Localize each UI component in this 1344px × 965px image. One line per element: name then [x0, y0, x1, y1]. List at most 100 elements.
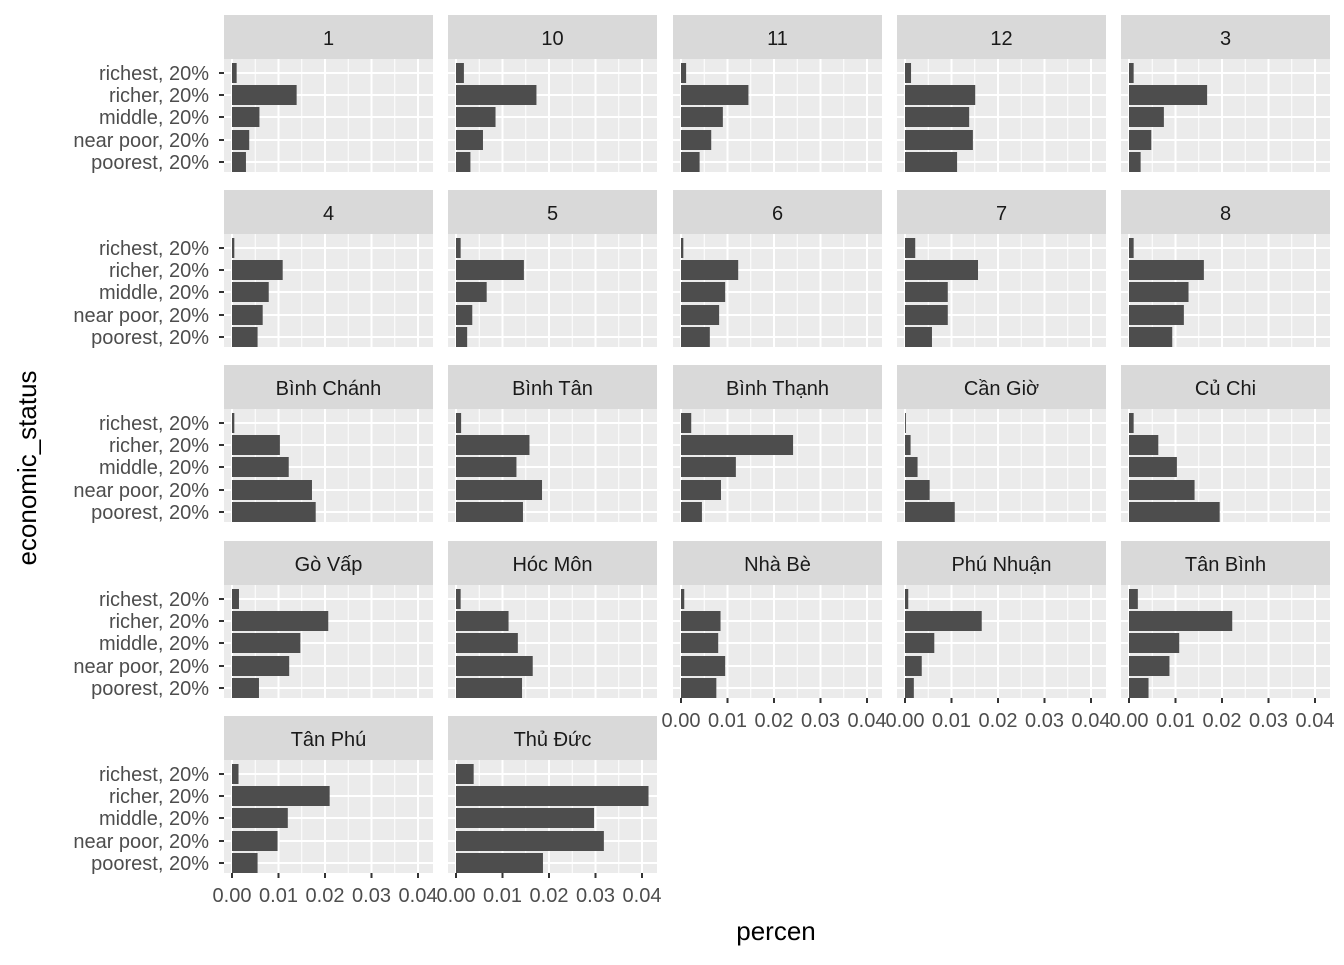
- bar: [905, 480, 930, 500]
- bar: [905, 107, 970, 127]
- x-tick-label: 0.00: [437, 885, 476, 907]
- bar: [456, 305, 473, 325]
- y-tick-label: middle, 20%: [99, 282, 209, 304]
- bar: [456, 678, 523, 698]
- facet-strip: [673, 15, 882, 59]
- y-tick-label: richer, 20%: [109, 786, 209, 808]
- x-tick-label: 0.04: [1072, 710, 1111, 732]
- facet-label: Gò Vấp: [295, 554, 363, 576]
- bar: [232, 413, 235, 433]
- facet-label: Hóc Môn: [512, 554, 592, 576]
- y-tick-label: poorest, 20%: [91, 152, 209, 174]
- y-tick-label: poorest, 20%: [91, 678, 209, 700]
- facet-strip: [448, 15, 657, 59]
- bar: [232, 282, 269, 302]
- facet-strip: [1121, 365, 1330, 409]
- y-tick-label: near poor, 20%: [73, 305, 209, 327]
- bar: [681, 327, 710, 347]
- facet-strip: [673, 190, 882, 234]
- bar: [232, 238, 235, 258]
- y-axis-title: economic_status: [12, 370, 42, 565]
- facet-label: 4: [323, 203, 334, 225]
- bar: [232, 678, 259, 698]
- bar: [456, 63, 464, 83]
- facet-label: Tân Bình: [1185, 554, 1266, 576]
- facet-label: Tân Phú: [291, 729, 367, 751]
- facet-strip: [673, 541, 882, 585]
- x-tick-label: 0.00: [1110, 710, 1149, 732]
- bar: [905, 327, 932, 347]
- facet-strip: [448, 716, 657, 760]
- x-tick-label: 0.02: [530, 885, 569, 907]
- facet-strip: [224, 190, 433, 234]
- facet-strip: [897, 365, 1106, 409]
- x-tick-label: 0.01: [932, 710, 971, 732]
- bar: [905, 502, 955, 522]
- bar: [681, 678, 717, 698]
- bar: [456, 808, 595, 828]
- bar: [1129, 413, 1134, 433]
- x-tick-label: 0.02: [306, 885, 345, 907]
- facet-strip: [1121, 190, 1330, 234]
- bar: [456, 260, 524, 280]
- x-tick-label: 0.03: [801, 710, 840, 732]
- facet-label: Củ Chi: [1195, 378, 1256, 400]
- bar: [456, 457, 517, 477]
- bar: [905, 678, 914, 698]
- x-tick-label: 0.01: [259, 885, 298, 907]
- bar: [232, 808, 288, 828]
- bar: [232, 656, 290, 676]
- facet-strip: [448, 541, 657, 585]
- y-tick-label: richest, 20%: [99, 764, 209, 786]
- x-tick-label: 0.01: [1156, 710, 1195, 732]
- bar: [232, 435, 280, 455]
- y-tick-label: richer, 20%: [109, 260, 209, 282]
- y-tick-label: richest, 20%: [99, 238, 209, 260]
- bar: [905, 238, 916, 258]
- bar: [905, 457, 918, 477]
- y-tick-label: poorest, 20%: [91, 327, 209, 349]
- bar: [1129, 611, 1233, 631]
- bar: [905, 435, 911, 455]
- y-tick-label: richer, 20%: [109, 611, 209, 633]
- bar: [456, 238, 461, 258]
- bar: [681, 435, 794, 455]
- facet-label: 5: [547, 203, 558, 225]
- bar: [681, 107, 723, 127]
- y-tick-label: middle, 20%: [99, 457, 209, 479]
- facet-strip: [224, 541, 433, 585]
- facet-label: 3: [1220, 28, 1231, 50]
- facet-label: Bình Tân: [512, 378, 593, 400]
- y-tick-label: richest, 20%: [99, 413, 209, 435]
- bar: [681, 656, 726, 676]
- bar: [456, 130, 483, 150]
- facet-strip: [448, 365, 657, 409]
- bar: [232, 327, 258, 347]
- x-tick-label: 0.01: [483, 885, 522, 907]
- bar: [1129, 589, 1138, 609]
- bar: [456, 853, 543, 873]
- x-tick-label: 0.03: [1025, 710, 1064, 732]
- y-tick-label: middle, 20%: [99, 107, 209, 129]
- bar: [681, 282, 726, 302]
- bar: [905, 305, 948, 325]
- bar: [681, 611, 721, 631]
- bar: [905, 152, 958, 172]
- bar: [1129, 152, 1141, 172]
- x-tick-label: 0.02: [1203, 710, 1242, 732]
- bar: [456, 327, 468, 347]
- facet-label: 8: [1220, 203, 1231, 225]
- facet-label: Nhà Bè: [744, 554, 811, 576]
- bar: [456, 413, 462, 433]
- facet-strip: [224, 15, 433, 59]
- bar: [232, 480, 312, 500]
- facet-label: Cần Giờ: [964, 378, 1039, 400]
- bar: [1129, 656, 1170, 676]
- bar: [681, 63, 687, 83]
- bar: [456, 152, 471, 172]
- bar: [1129, 305, 1184, 325]
- bar: [456, 764, 474, 784]
- bar: [1129, 107, 1164, 127]
- facet-strip: [1121, 541, 1330, 585]
- bar: [905, 130, 973, 150]
